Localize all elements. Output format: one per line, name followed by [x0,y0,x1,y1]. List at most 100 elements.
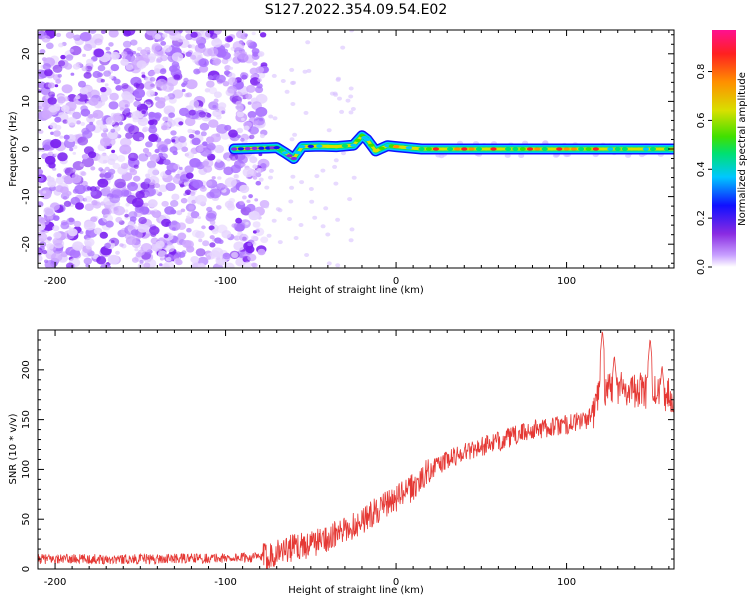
noise-speckle [65,177,72,183]
noise-speckle [249,41,258,49]
noise-speckle [190,44,196,49]
noise-speckle [52,64,63,73]
noise-speckle [147,199,158,208]
colorbar-gradient [712,30,736,267]
colorbar-tick-label: 0.4 [696,161,707,177]
noise-speckle [177,232,187,240]
noise-speckle [108,153,118,162]
ridge-point [316,144,323,148]
y-tick-label: 100 [21,460,32,479]
noise-speckle [39,49,46,54]
noise-speckle [80,121,86,126]
noise-speckle [189,158,201,168]
noise-speckle [112,162,121,170]
noise-speckle [72,111,82,120]
noise-speckle [51,252,63,262]
x-tick-label: 100 [557,276,576,287]
noise-speckle [63,200,72,207]
y-tick-label: 0 [21,566,32,572]
noise-speckle [190,211,200,219]
noise-speckle [72,241,84,251]
noise-speckle [208,87,218,95]
noise-speckle [218,239,224,244]
noise-speckle [340,45,346,50]
noise-speckle [239,233,249,242]
ridge-point [350,143,357,147]
noise-speckle [272,116,278,121]
noise-speckle [182,146,188,151]
noise-speckle [275,207,281,212]
noise-speckle [66,117,77,126]
noise-speckle [178,251,186,258]
noise-speckle [240,72,249,80]
noise-speckle [133,88,146,99]
noise-speckle [224,177,237,188]
noise-speckle [290,174,296,179]
noise-speckle [144,178,151,184]
noise-speckle [224,43,231,48]
noise-speckle [107,254,120,265]
noise-speckle [122,150,127,155]
noise-speckle [84,196,93,203]
noise-speckle [42,190,47,194]
noise-speckle [104,242,111,249]
noise-speckle [70,72,75,76]
noise-speckle [128,125,140,135]
ridge-point [230,147,238,151]
ridge-point [563,147,570,151]
noise-speckle [89,186,97,192]
ridge-point [294,151,302,155]
noise-speckle [120,163,129,170]
noise-speckle [91,44,97,49]
noise-speckle [207,47,219,57]
noise-speckle [145,30,157,36]
noise-speckle [45,95,50,99]
ridge-point [490,147,497,151]
ridge-point [556,147,563,151]
noise-speckle [48,91,56,98]
noise-speckle [223,166,234,176]
noise-speckle [147,167,159,177]
ridge-point [607,147,614,151]
noise-speckle [156,57,163,63]
noise-speckle [100,78,105,83]
noise-speckle [113,205,125,216]
noise-speckle [116,155,126,162]
noise-speckle [58,60,66,67]
noise-speckle [143,262,151,268]
ridge-point [368,143,375,147]
noise-speckle [118,99,130,110]
noise-speckle [252,61,258,66]
noise-speckle [184,165,194,174]
noise-speckle [72,151,77,155]
noise-speckle [243,261,252,268]
noise-speckle [146,89,156,98]
noise-speckle [255,106,268,117]
noise-speckle [189,191,196,196]
noise-speckle [137,80,142,84]
ridge-point [656,147,664,151]
noise-speckle [61,84,73,94]
noise-speckle [191,229,201,238]
ridge-point [251,146,258,150]
noise-speckle [57,73,62,78]
noise-speckle [80,105,88,112]
noise-speckle [190,54,197,60]
noise-speckle [193,68,201,75]
noise-speckle [182,239,192,248]
ridge-point [628,147,635,151]
noise-speckle [121,91,132,100]
noise-speckle [105,46,111,51]
noise-speckle [78,80,86,88]
noise-speckle [60,54,66,60]
noise-speckle [186,215,191,219]
noise-speckle [289,137,295,142]
noise-speckle [141,74,146,78]
noise-speckle [59,186,69,194]
noise-speckle [256,83,263,89]
noise-speckle [290,102,296,106]
noise-speckle [83,146,94,155]
noise-speckle [227,85,237,94]
noise-speckle [299,180,305,185]
